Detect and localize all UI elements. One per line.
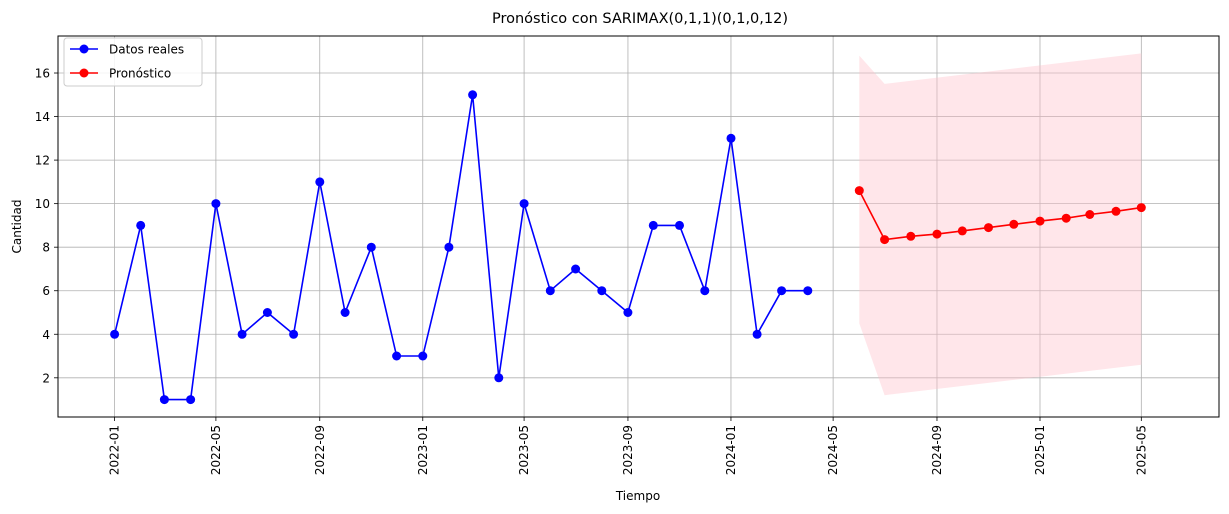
data-point (289, 329, 299, 339)
data-point (468, 90, 478, 100)
x-tick-label: 2024-05 (826, 425, 840, 475)
data-point (1035, 216, 1045, 226)
y-tick-label: 12 (35, 154, 50, 168)
x-tick-label: 2023-09 (621, 425, 635, 475)
x-tick-label: 2022-01 (108, 425, 122, 475)
x-tick-label: 2025-05 (1134, 425, 1148, 475)
y-tick-label: 10 (35, 197, 50, 211)
data-point (262, 308, 272, 317)
grid (58, 36, 1219, 417)
data-point (777, 286, 787, 296)
data-point (444, 242, 454, 252)
chart-title: Pronóstico con SARIMAX(0,1,1)(0,1,0,12) (492, 11, 788, 27)
data-point (211, 199, 221, 209)
data-point (519, 199, 529, 209)
data-point (494, 373, 504, 383)
y-tick-label: 16 (35, 67, 50, 81)
data-point (1085, 210, 1095, 219)
data-point (136, 220, 146, 230)
legend: Datos reales Pronóstico (63, 37, 203, 87)
data-point (159, 395, 169, 405)
data-point (1136, 203, 1146, 213)
y-axis: 2 4 6 8 10 12 14 16 (35, 67, 58, 385)
x-tick-label: 2022-09 (313, 425, 327, 475)
x-axis: 2022-01 2022-05 2022-09 2023-01 2023-05 2023-… (108, 417, 1148, 475)
y-tick-label: 2 (42, 371, 50, 385)
data-point (597, 286, 607, 296)
legend-box (63, 37, 203, 87)
data-point (803, 286, 813, 296)
data-point (932, 229, 942, 239)
legend-marker-forecast (79, 68, 89, 78)
data-point (648, 220, 658, 230)
y-tick-label: 8 (42, 241, 50, 255)
x-tick-label: 2022-05 (209, 425, 223, 475)
series-0 (110, 90, 813, 405)
data-point (675, 220, 684, 230)
data-point (315, 177, 325, 187)
data-point (418, 351, 428, 361)
x-tick-label: 2024-01 (724, 425, 738, 475)
x-axis-label: Tiempo (615, 489, 660, 503)
data-point (854, 186, 864, 196)
data-point (700, 286, 710, 296)
series-1 (854, 186, 1146, 245)
confidence-band-area (859, 53, 1142, 396)
data-point (237, 329, 247, 339)
legend-marker-real (79, 44, 89, 54)
data-point (1009, 219, 1019, 229)
x-tick-label: 2023-05 (517, 425, 531, 475)
data-point (392, 351, 402, 361)
series-line (113, 94, 808, 401)
y-axis-label: Cantidad (10, 200, 24, 254)
data-point (726, 133, 736, 143)
y-tick-label: 14 (35, 110, 50, 124)
x-tick-label: 2025-01 (1033, 425, 1047, 475)
plot-frame (57, 35, 1220, 418)
data-point (752, 329, 762, 339)
y-tick-label: 4 (42, 328, 50, 342)
data-point (366, 242, 376, 252)
data-point (957, 226, 967, 236)
data-point (984, 223, 993, 233)
data-point (110, 329, 120, 339)
legend-label-forecast: Pronóstico (109, 67, 171, 81)
data-point (571, 264, 581, 274)
data-point (623, 308, 633, 317)
data-point (1111, 206, 1121, 216)
confidence-band (859, 53, 1142, 396)
y-tick-label: 6 (42, 284, 50, 298)
data-point (186, 395, 196, 405)
data-point (1061, 213, 1071, 223)
series-group (110, 90, 1146, 405)
x-tick-label: 2023-01 (416, 425, 430, 475)
legend-label-real: Datos reales (109, 43, 184, 57)
data-point (340, 308, 350, 317)
x-tick-label: 2024-09 (930, 425, 944, 475)
data-point (545, 286, 555, 296)
data-point (880, 235, 890, 245)
data-point (906, 231, 916, 241)
